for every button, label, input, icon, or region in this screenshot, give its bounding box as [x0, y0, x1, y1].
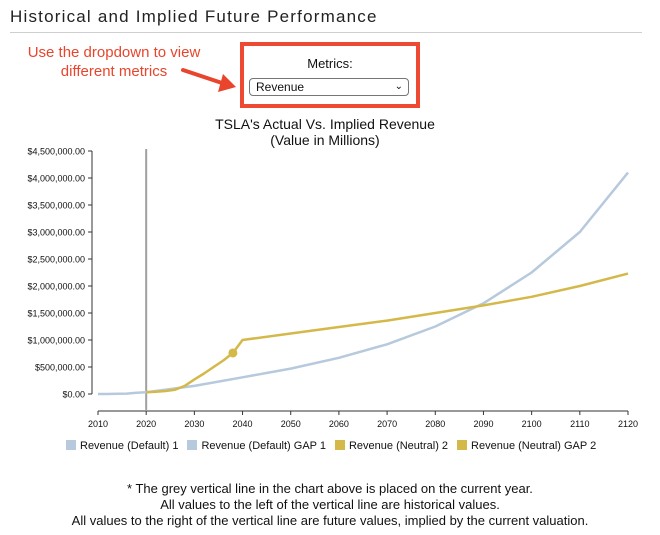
annotation-line-1: Use the dropdown to view — [27, 44, 201, 61]
series-line-4 — [231, 272, 629, 354]
chart-legend: Revenue (Default) 1 Revenue (Default) GAP… — [66, 440, 605, 452]
chart-subtitle: (Value in Millions) — [270, 132, 380, 148]
y-tick-label: $500,000.00 — [35, 363, 85, 373]
legend-item-4: Revenue (Neutral) GAP 2 — [457, 440, 596, 452]
dropdown-annotation: Use the dropdown to view different metri… — [24, 43, 204, 81]
x-tick-label: 2040 — [233, 419, 253, 429]
chevron-down-icon: ⌄ — [394, 81, 403, 92]
y-tick-label: $3,500,000.00 — [27, 201, 85, 211]
y-tick-label: $2,500,000.00 — [27, 255, 85, 265]
legend-swatch — [457, 440, 468, 450]
x-tick-label: 2020 — [136, 419, 156, 429]
metrics-panel: Metrics: Revenue ⌄ — [240, 42, 420, 108]
series-line-3 — [146, 352, 234, 394]
x-tick-label: 2090 — [473, 419, 493, 429]
y-tick-label: $1,000,000.00 — [27, 336, 85, 346]
page-title: Historical and Implied Future Performanc… — [10, 7, 378, 26]
x-tick-label: 2080 — [425, 419, 445, 429]
footnote-line-2: All values to the left of the vertical l… — [160, 497, 500, 512]
series-line-2 — [146, 171, 629, 394]
x-tick-label: 2050 — [281, 419, 301, 429]
x-tick-label: 2030 — [184, 419, 204, 429]
legend-swatch — [334, 440, 345, 450]
footnote-line-3: All values to the right of the vertical … — [71, 513, 589, 528]
metrics-label: Metrics: — [307, 56, 353, 71]
metrics-selected-value: Revenue — [256, 80, 305, 94]
legend-label: Revenue (Neutral) GAP 2 — [471, 440, 597, 452]
legend-swatch — [187, 440, 198, 450]
legend-label: Revenue (Default) GAP 1 — [201, 440, 326, 452]
x-tick-label: 2110 — [570, 419, 589, 429]
legend-item-1: Revenue (Default) 1 — [66, 440, 178, 452]
series-line-1 — [98, 391, 147, 396]
legend-label: Revenue (Default) 1 — [80, 440, 179, 452]
legend-item-2: Revenue (Default) GAP 1 — [187, 440, 326, 452]
y-tick-label: $4,500,000.00 — [27, 147, 85, 157]
series-marker — [228, 348, 238, 358]
x-tick-label: 2010 — [88, 419, 108, 429]
y-tick-label: $2,000,000.00 — [27, 282, 85, 292]
y-tick-label: $0.00 — [62, 390, 85, 400]
header-divider — [10, 32, 642, 33]
x-tick-label: 2100 — [522, 419, 542, 429]
chart-title: TSLA's Actual Vs. Implied Revenue — [215, 116, 435, 132]
y-tick-label: $4,000,000.00 — [27, 174, 85, 184]
x-tick-label: 2120 — [618, 419, 638, 429]
x-tick-label: 2070 — [377, 419, 397, 429]
legend-swatch — [66, 440, 76, 450]
x-tick-label: 2060 — [329, 419, 349, 429]
y-tick-label: $1,500,000.00 — [27, 309, 85, 319]
metrics-select[interactable]: Revenue ⌄ — [249, 78, 409, 96]
annotation-line-2: different metrics — [60, 63, 168, 80]
y-tick-label: $3,000,000.00 — [27, 228, 85, 238]
legend-label: Revenue (Neutral) 2 — [348, 440, 449, 452]
legend-item-3: Revenue (Neutral) 2 — [334, 440, 449, 452]
footnote-line-1: * The grey vertical line in the chart ab… — [127, 481, 533, 496]
